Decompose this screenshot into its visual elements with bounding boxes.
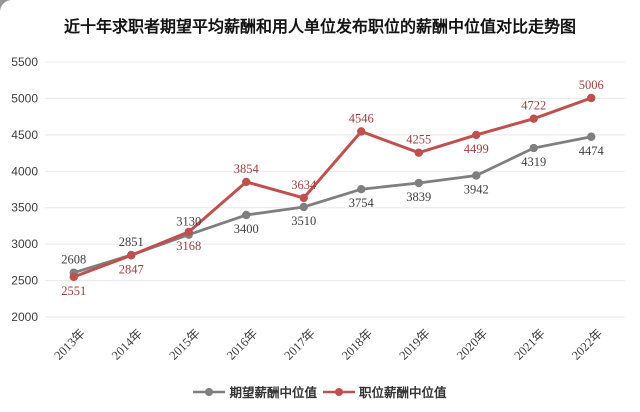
data-point	[472, 171, 481, 180]
data-point	[299, 193, 308, 203]
data-point-label: 3634	[291, 178, 317, 192]
data-point-label: 4474	[579, 144, 605, 158]
x-axis-tick-label: 2014年	[109, 326, 145, 362]
data-point-label: 3130	[176, 215, 201, 229]
data-point-label: 5006	[579, 78, 604, 92]
legend-item-position-salary-median: 职位薪酬中位值	[323, 382, 447, 401]
y-axis-tick-label: 3000	[11, 237, 38, 251]
data-point-label: 4722	[521, 99, 546, 113]
series-line-0	[73, 135, 592, 275]
chart-title: 近十年求职者期望平均薪酬和用人单位发布职位的薪酬中位值对比走势图	[63, 19, 576, 36]
data-point	[587, 93, 596, 103]
x-axis-tick-label: 2015年	[166, 326, 202, 362]
data-point-label: 3510	[291, 214, 316, 228]
screen-corner-mask	[0, 0, 22, 22]
y-axis-tick-label: 2500	[11, 274, 38, 288]
data-point	[299, 202, 308, 212]
data-point-label: 3168	[176, 239, 201, 253]
x-axis-tick-label: 2017年	[281, 326, 317, 362]
data-point-label: 3854	[234, 162, 260, 176]
data-point-label: 2551	[61, 284, 86, 298]
y-axis-tick-label: 5000	[11, 91, 38, 105]
x-axis-tick-label: 2018年	[339, 326, 375, 362]
data-point	[529, 114, 538, 123]
data-point	[414, 148, 423, 157]
legend-item-expected-salary-median: 期望薪酬中位值	[193, 382, 317, 401]
x-axis-tick-label: 2016年	[224, 326, 260, 362]
data-point-label: 2851	[119, 235, 144, 249]
data-point-label: 3942	[464, 183, 489, 197]
x-axis-tick-label: 2020年	[454, 326, 490, 362]
data-point-label: 4255	[406, 133, 431, 147]
data-point	[357, 185, 366, 194]
data-point-label: 3400	[234, 222, 259, 236]
legend-dot	[205, 387, 214, 396]
y-axis-tick-label: 2000	[11, 310, 38, 324]
data-point	[242, 177, 251, 187]
data-point	[529, 143, 538, 153]
x-axis-tick-label: 2021年	[511, 326, 547, 362]
data-point-label: 2847	[119, 262, 144, 276]
x-axis-tick-label: 2013年	[51, 326, 87, 362]
x-axis-tick-label: 2022年	[569, 326, 605, 362]
legend-dot	[335, 387, 343, 396]
y-axis-tick-label: 3500	[11, 201, 38, 215]
data-point-label: 4319	[521, 155, 546, 169]
data-point	[184, 227, 193, 237]
x-axis-tick-label: 2019年	[396, 326, 432, 362]
data-point-label: 3839	[406, 190, 431, 204]
data-point	[587, 132, 596, 141]
chart-legend: 期望薪酬中位值 职位薪酬中位值	[0, 382, 640, 401]
data-point-label: 4546	[349, 112, 374, 126]
data-point	[127, 251, 136, 260]
data-point	[242, 210, 251, 220]
legend-label-position: 职位薪酬中位值	[359, 386, 447, 400]
data-point-label: 4499	[464, 142, 489, 156]
data-point	[414, 178, 423, 188]
legend-line-marker-position	[323, 387, 355, 396]
series-line-1	[73, 96, 592, 279]
y-axis-tick-label: 5500	[11, 55, 38, 69]
legend-line-marker-expected	[193, 387, 226, 396]
data-point-label: 2608	[61, 253, 86, 267]
data-point	[69, 272, 78, 282]
data-point-label: 3754	[349, 196, 375, 210]
data-point	[357, 127, 366, 136]
legend-label-expected: 期望薪酬中位值	[229, 386, 317, 400]
data-point	[472, 130, 481, 140]
y-axis-tick-label: 4500	[11, 128, 38, 142]
y-axis-tick-label: 4000	[11, 164, 38, 178]
